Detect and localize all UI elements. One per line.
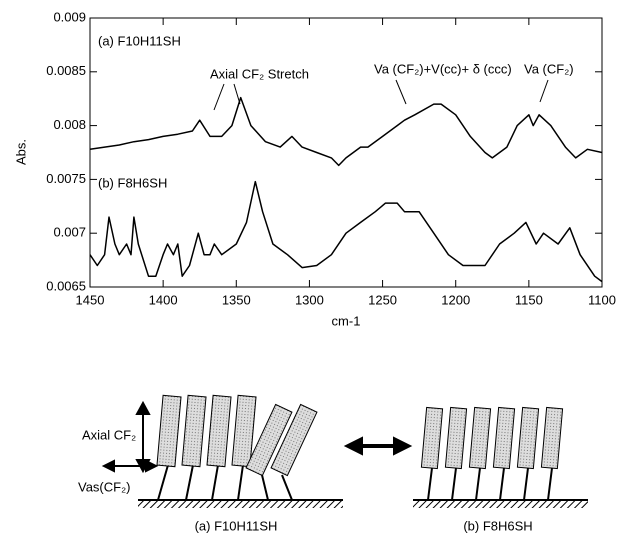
diagram-label: (a) F10H11SH (195, 518, 278, 533)
diagram (101, 394, 588, 508)
y-tick-label: 0.007 (53, 225, 86, 240)
y-tick-label: 0.0065 (46, 278, 86, 293)
spectrum-line (89, 96, 603, 167)
x-tick-label: 1250 (368, 292, 397, 307)
series-label: (a) F10H11SH (98, 33, 181, 48)
y-tick-label: 0.008 (53, 117, 86, 132)
x-axis-label: cm-1 (332, 313, 361, 328)
y-tick-label: 0.009 (53, 9, 86, 24)
x-tick-label: 1100 (588, 292, 616, 307)
x-tick-label: 1200 (441, 292, 470, 307)
x-tick-label: 1450 (76, 292, 105, 307)
spectrum-line (89, 180, 603, 283)
series-label: (b) F8H6SH (98, 175, 167, 190)
y-axis-label: Abs. (13, 139, 28, 165)
annotation: Va (CF₂)+V(cc)+ δ (ccc) (374, 61, 512, 76)
annotation-leaders (213, 79, 549, 111)
diagram-label: (b) F8H6SH (463, 518, 532, 533)
diagram-label: Vas(CF₂) (78, 479, 130, 494)
x-tick-label: 1400 (149, 292, 178, 307)
y-tick-label: 0.0075 (46, 171, 86, 186)
y-tick-label: 0.0085 (46, 63, 86, 78)
annotation: Axial CF₂ Stretch (210, 66, 309, 81)
diagram-label: Axial CF₂ (82, 427, 136, 442)
annotation: Va (CF₂) (524, 61, 574, 76)
x-tick-label: 1300 (295, 292, 324, 307)
x-tick-label: 1150 (515, 292, 543, 307)
x-tick-label: 1350 (222, 292, 251, 307)
